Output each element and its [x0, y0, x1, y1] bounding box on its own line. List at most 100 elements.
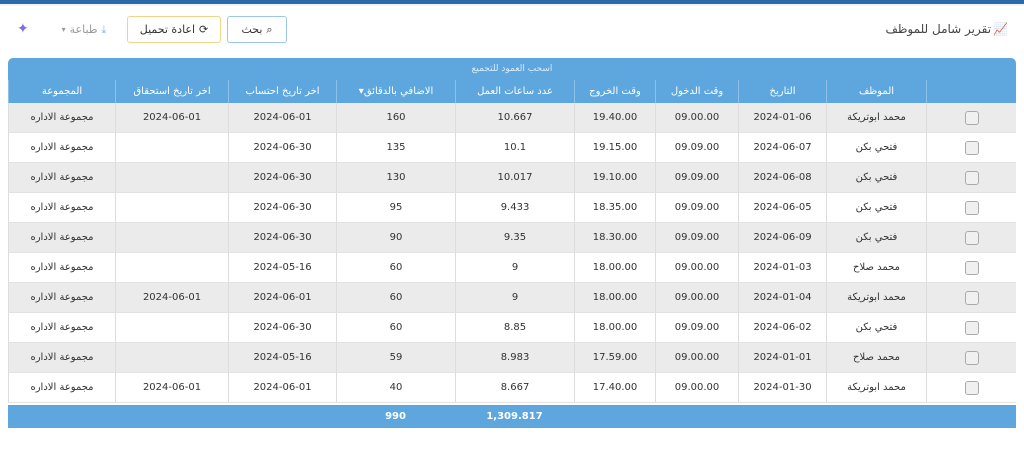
table-cell: 9.433 [455, 193, 574, 222]
table-cell: مجموعة الاداره [8, 193, 115, 222]
refresh-icon: ⟳ [199, 23, 209, 36]
table-cell: 2024-06-09 [738, 223, 826, 252]
row-checkbox-cell [926, 283, 1016, 312]
table-cell: 2024-01-30 [738, 373, 826, 402]
table-cell: 10.017 [455, 163, 574, 192]
table-cell: 10.667 [455, 103, 574, 132]
table-row[interactable]: محمد ابوتريكة 2024-01-06 09.00.00 19.40.00 1… [8, 103, 1016, 133]
table-cell: فتحي بكن [826, 223, 926, 252]
options-icon[interactable]: ✦ [17, 21, 29, 37]
column-header[interactable]: اخر تاريخ احتساب [228, 80, 336, 103]
table-cell: 18.00.00 [574, 283, 655, 312]
page-title-text: تقرير شامل للموظف [885, 22, 992, 36]
table-cell: 2024-06-07 [738, 133, 826, 162]
reload-button[interactable]: ⟳ اعادة تحميل [127, 16, 221, 43]
table-row[interactable]: فتحي بكن 2024-06-02 09.09.00 18.00.00 8.85 60… [8, 313, 1016, 343]
table-cell: 40 [336, 373, 455, 402]
table-cell: 8.85 [455, 313, 574, 342]
table-row[interactable]: فتحي بكن 2024-06-05 09.09.00 18.35.00 9.433 9… [8, 193, 1016, 223]
row-checkbox[interactable] [964, 200, 979, 215]
column-header[interactable]: التاريخ [738, 80, 826, 103]
totals-empty [655, 405, 738, 428]
total-hours: 1,309.817 [486, 411, 543, 422]
page-title: 📈 تقرير شامل للموظف [885, 22, 1008, 36]
table-row[interactable]: محمد ابوتريكة 2024-01-30 09.00.00 17.40.00 8… [8, 373, 1016, 403]
table-cell: 2024-06-01 [115, 283, 228, 312]
table-cell: 2024-06-30 [228, 223, 336, 252]
column-header[interactable]: الموظف [826, 80, 926, 103]
table-cell: 2024-06-30 [228, 313, 336, 342]
column-header[interactable]: عدد ساعات العمل [455, 80, 574, 103]
group-panel[interactable]: اسحب العمود للتجميع [8, 58, 1016, 80]
table-cell: فتحي بكن [826, 313, 926, 342]
select-all-header [926, 80, 1016, 103]
row-checkbox[interactable] [964, 350, 979, 365]
table-cell: محمد صلاح [826, 343, 926, 372]
table-cell: 18.30.00 [574, 223, 655, 252]
table-cell: 9 [455, 253, 574, 282]
table-cell: 8.983 [455, 343, 574, 372]
table-row[interactable]: محمد صلاح 2024-01-01 09.00.00 17.59.00 8.983… [8, 343, 1016, 373]
table-cell [115, 163, 228, 192]
table-cell: 135 [336, 133, 455, 162]
row-checkbox[interactable] [964, 380, 979, 395]
row-checkbox[interactable] [964, 290, 979, 305]
download-icon: ⤓ [101, 22, 107, 36]
table-cell: 2024-06-30 [228, 193, 336, 222]
table-cell: 2024-01-04 [738, 283, 826, 312]
table-cell: فتحي بكن [826, 163, 926, 192]
table-cell: مجموعة الاداره [8, 163, 115, 192]
row-checkbox[interactable] [964, 170, 979, 185]
column-header[interactable]: اخر تاريخ استحقاق [115, 80, 228, 103]
table-cell: مجموعة الاداره [8, 133, 115, 162]
table-cell [115, 253, 228, 282]
table-cell: 8.667 [455, 373, 574, 402]
total-overtime: 990 [385, 411, 406, 422]
table-row[interactable]: فتحي بكن 2024-06-09 09.09.00 18.30.00 9.35 90… [8, 223, 1016, 253]
table-cell: 19.40.00 [574, 103, 655, 132]
row-checkbox[interactable] [964, 140, 979, 155]
table-cell: محمد ابوتريكة [826, 283, 926, 312]
row-checkbox[interactable] [964, 230, 979, 245]
search-button[interactable]: ⌕ بحث [227, 16, 287, 43]
column-header[interactable]: وقت الدخول [655, 80, 738, 103]
table-cell: 19.10.00 [574, 163, 655, 192]
table-cell: 19.15.00 [574, 133, 655, 162]
totals-empty [574, 405, 655, 428]
table-cell: محمد صلاح [826, 253, 926, 282]
column-header[interactable]: المجموعة [8, 80, 115, 103]
row-checkbox-cell [926, 103, 1016, 132]
row-checkbox[interactable] [964, 260, 979, 275]
table-cell: 2024-06-01 [115, 103, 228, 132]
row-checkbox-cell [926, 313, 1016, 342]
table-row[interactable]: فتحي بكن 2024-06-08 09.09.00 19.10.00 10.017… [8, 163, 1016, 193]
table-cell [115, 133, 228, 162]
table-row[interactable]: محمد صلاح 2024-01-03 09.00.00 18.00.00 9 60 20… [8, 253, 1016, 283]
table-row[interactable]: فتحي بكن 2024-06-07 09.09.00 19.15.00 10.1 13… [8, 133, 1016, 163]
row-checkbox[interactable] [964, 320, 979, 335]
table-cell: 17.59.00 [574, 343, 655, 372]
sort-desc-icon[interactable]: ▾ [358, 86, 364, 97]
column-header[interactable]: الاضافي بالدقائق ▾ [336, 80, 455, 103]
table-cell: 60 [336, 253, 455, 282]
table-cell: مجموعة الاداره [8, 223, 115, 252]
table-cell: 2024-06-01 [228, 373, 336, 402]
table-cell: 2024-06-08 [738, 163, 826, 192]
table-cell: 59 [336, 343, 455, 372]
search-icon: ⌕ [266, 22, 273, 36]
row-checkbox[interactable] [964, 110, 979, 125]
table-cell: 2024-05-16 [228, 343, 336, 372]
totals-empty [8, 405, 115, 428]
column-header[interactable]: وقت الخروج [574, 80, 655, 103]
table-cell: 18.00.00 [574, 313, 655, 342]
row-checkbox-cell [926, 193, 1016, 222]
table-cell: 2024-06-30 [228, 133, 336, 162]
row-checkbox-cell [926, 133, 1016, 162]
table-row[interactable]: محمد ابوتريكة 2024-01-04 09.00.00 18.00.00 9… [8, 283, 1016, 313]
table-cell: 2024-01-01 [738, 343, 826, 372]
reload-label: اعادة تحميل [139, 23, 196, 36]
row-checkbox-cell [926, 163, 1016, 192]
table-cell: 09.09.00 [655, 223, 738, 252]
print-button[interactable]: ⤓ طباعة ▾ [54, 16, 114, 43]
search-label: بحث [241, 23, 263, 36]
